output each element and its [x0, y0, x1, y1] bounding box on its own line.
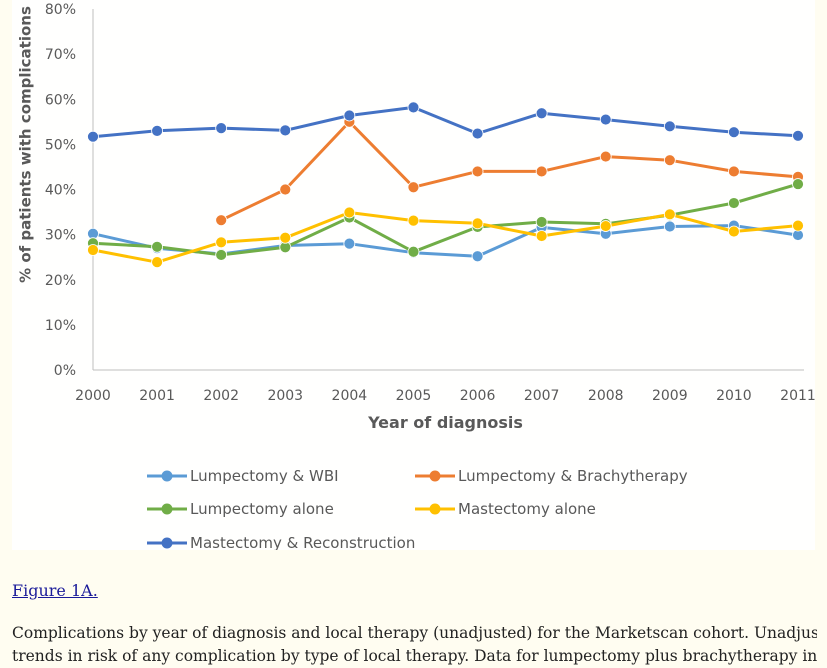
data-point	[728, 126, 740, 139]
data-point	[343, 206, 356, 219]
line-chart: 0%10%20%30%40%50%60%70%80% 2000 2001 2002 2…	[16, 2, 815, 550]
data-point	[343, 237, 356, 250]
x-tick-label: 2010	[716, 388, 752, 404]
y-tick-label: 20%	[45, 273, 76, 289]
data-point	[471, 165, 484, 178]
legend-item: Lumpectomy & WBI	[147, 467, 339, 485]
figure-caption: Complications by year of diagnosis and l…	[12, 622, 817, 668]
data-point	[599, 150, 612, 163]
x-tick-label: 2005	[396, 388, 432, 404]
data-point	[151, 240, 163, 253]
x-tick-labels: 2000 2001 2002 2003 2004 2005 2006 2007 2008 2009…	[75, 388, 815, 404]
figure-link[interactable]: Figure 1A.	[12, 581, 98, 600]
caption-line-2: trends in risk of any complication by ty…	[12, 647, 817, 665]
series-2	[87, 178, 804, 261]
data-point	[279, 231, 292, 244]
legend-label: Mastectomy & Reconstruction	[190, 534, 415, 550]
x-tick-label: 2009	[652, 388, 688, 404]
data-point	[663, 154, 676, 167]
data-point	[215, 249, 228, 261]
x-tick-label: 2003	[267, 388, 303, 404]
data-point	[407, 181, 420, 194]
series-line	[220, 120, 799, 222]
legend-label: Lumpectomy & WBI	[190, 467, 339, 485]
legend-swatch-marker	[429, 503, 441, 515]
y-tick-label: 50%	[45, 137, 76, 153]
data-point	[728, 165, 740, 178]
data-point	[151, 256, 163, 269]
x-tick-label: 2001	[139, 388, 175, 404]
x-tick-label: 2006	[460, 388, 496, 404]
data-point	[535, 107, 548, 120]
data-point	[728, 225, 740, 238]
y-tick-label: 70%	[45, 47, 76, 63]
legend: Lumpectomy & WBI Lumpectomy & Brachythera…	[147, 467, 688, 550]
data-point	[792, 129, 804, 142]
series-line	[92, 182, 799, 257]
x-tick-label: 2008	[588, 388, 624, 404]
series-layer	[87, 101, 804, 269]
y-tick-label: 0%	[54, 363, 76, 379]
data-point	[471, 217, 484, 230]
x-tick-label: 2011	[780, 388, 815, 404]
legend-swatch-marker	[429, 470, 441, 482]
data-point	[87, 130, 99, 143]
y-tick-label: 10%	[45, 318, 76, 334]
legend-swatch-marker	[161, 470, 173, 482]
y-tick-label: 80%	[45, 2, 76, 18]
data-point	[728, 197, 740, 209]
y-tick-label: 40%	[45, 183, 76, 199]
data-point	[215, 236, 228, 249]
y-tick-label: 30%	[45, 228, 76, 244]
series-4	[87, 101, 804, 143]
data-point	[407, 214, 420, 227]
data-point	[215, 122, 228, 135]
y-tick-labels: 0% 10% 20% 30% 40% 50% 60% 70% 80%	[45, 2, 76, 379]
data-point	[87, 244, 99, 256]
legend-item: Mastectomy alone	[415, 500, 596, 518]
data-point	[215, 214, 228, 227]
data-point	[535, 216, 548, 228]
caption-line-1: Complications by year of diagnosis and l…	[12, 624, 817, 642]
chart-panel: 0% 10% 20% 30% 40% 50% 60% 70% 80% 2000 2001 2002 2…	[12, 0, 815, 550]
y-tick-label: 60%	[45, 92, 76, 108]
data-point	[792, 178, 804, 190]
legend-swatch-marker	[161, 503, 173, 515]
x-tick-label: 2002	[203, 388, 239, 404]
data-point	[343, 109, 356, 122]
data-point	[279, 124, 292, 137]
data-point	[471, 127, 484, 140]
legend-label: Lumpectomy & Brachytherapy	[458, 467, 688, 485]
data-point	[151, 124, 163, 137]
data-point	[663, 120, 676, 133]
data-point	[663, 220, 676, 233]
legend-item: Mastectomy & Reconstruction	[147, 534, 415, 550]
y-axis-title: % of patients with complications	[16, 6, 34, 283]
data-point	[599, 113, 612, 126]
x-tick-label: 2004	[332, 388, 368, 404]
data-point	[279, 183, 292, 196]
data-point	[535, 230, 548, 242]
legend-label: Lumpectomy alone	[190, 500, 334, 518]
data-point	[471, 250, 484, 263]
legend-item: Lumpectomy & Brachytherapy	[415, 467, 688, 485]
legend-label: Mastectomy alone	[458, 500, 596, 518]
series-line	[92, 105, 799, 139]
legend-item: Lumpectomy alone	[147, 500, 334, 518]
series-1	[215, 115, 804, 227]
data-point	[407, 245, 420, 258]
data-point	[792, 219, 804, 232]
x-tick-label: 2007	[524, 388, 560, 404]
data-point	[407, 101, 420, 114]
x-tick-label: 2000	[75, 388, 111, 404]
legend-swatch-marker	[161, 537, 173, 549]
data-point	[535, 165, 548, 178]
x-axis-title: Year of diagnosis	[367, 413, 523, 432]
data-point	[663, 208, 676, 221]
series-line	[92, 211, 799, 264]
data-point	[599, 220, 612, 232]
series-3	[87, 206, 804, 269]
